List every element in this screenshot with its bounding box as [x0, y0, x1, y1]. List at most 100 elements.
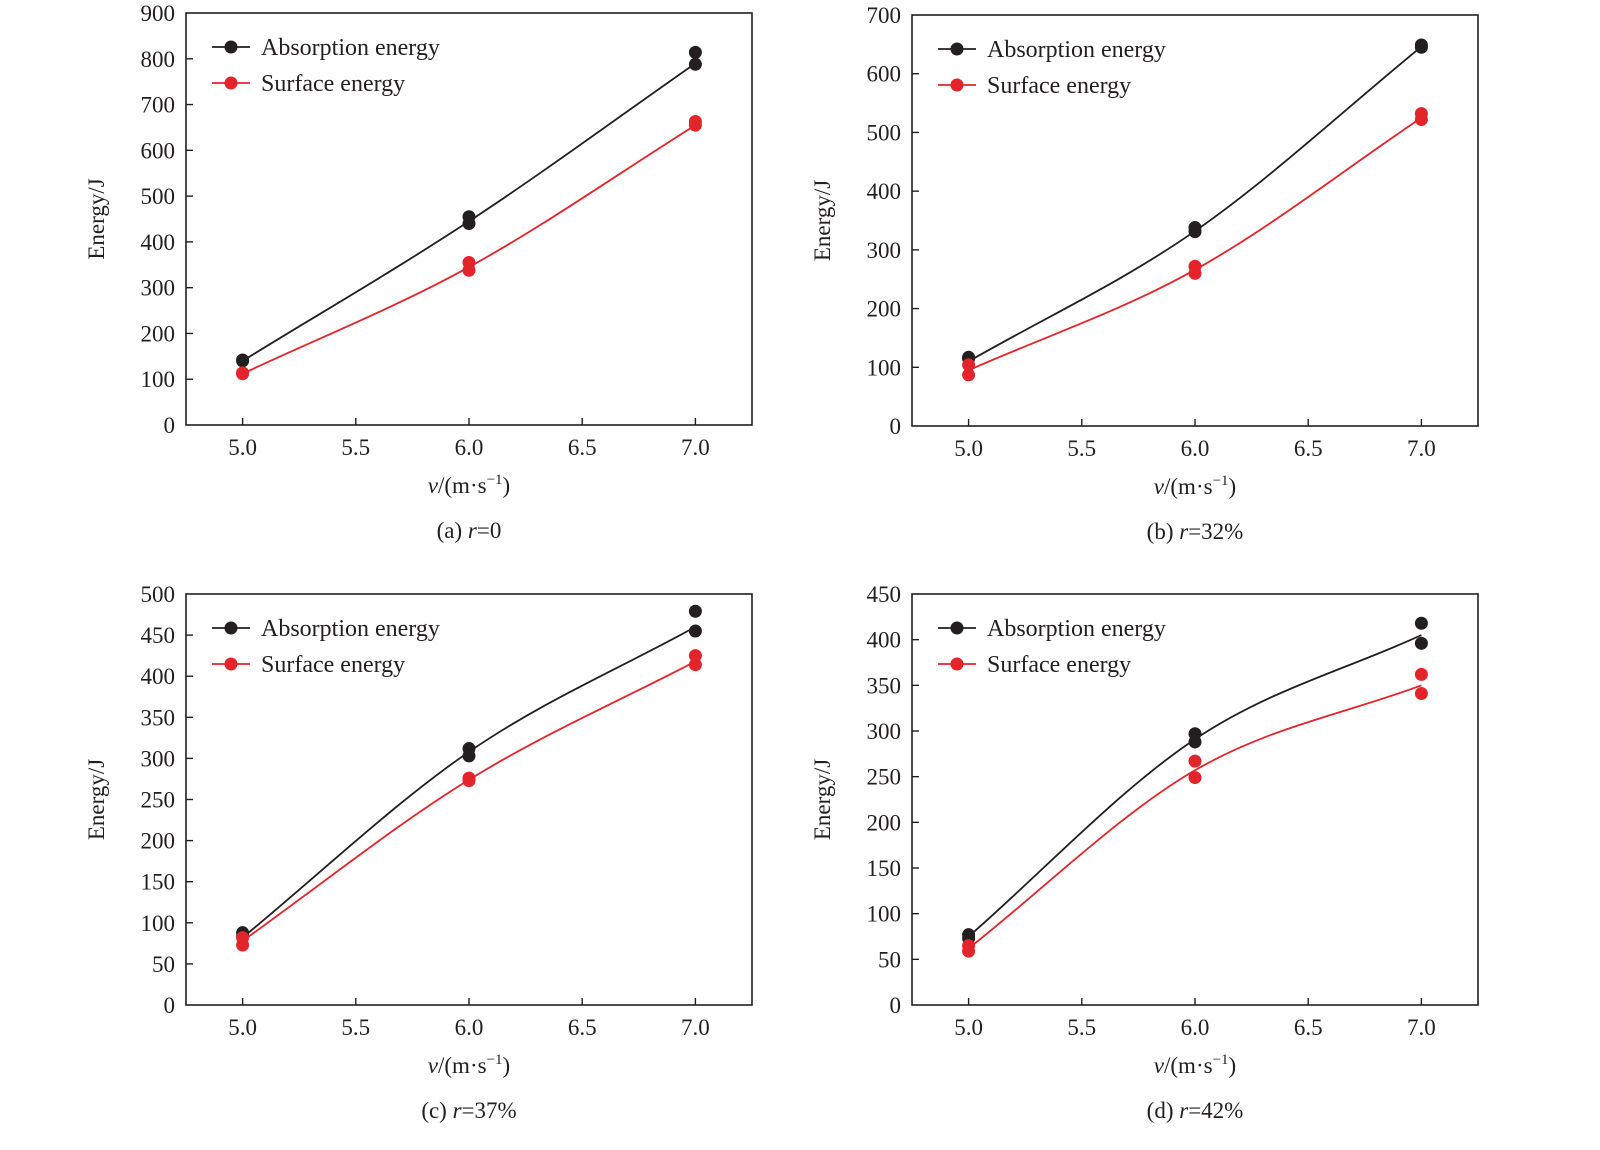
- y-tick-label: 500: [141, 184, 176, 209]
- data-point-surface: [1188, 266, 1202, 280]
- y-tick-label: 600: [141, 138, 176, 163]
- x-axis-unit: /(m·s: [438, 473, 487, 498]
- x-axis-unit-exponent: −1: [1213, 1052, 1229, 1068]
- y-tick-label: 200: [141, 321, 176, 346]
- legend-marker-absorption: [224, 621, 238, 635]
- legend-marker-surface: [950, 657, 964, 671]
- y-tick-label: 450: [141, 623, 176, 648]
- series-line-surface: [968, 117, 1422, 372]
- data-point-absorption: [688, 624, 702, 638]
- x-axis-unit-exponent: −1: [487, 472, 503, 488]
- caption-prefix: (a): [437, 518, 468, 543]
- x-axis-var: v: [428, 473, 439, 498]
- data-point-surface: [962, 358, 976, 372]
- y-tick-label: 200: [867, 297, 902, 322]
- x-axis-var: v: [1154, 474, 1165, 499]
- data-point-absorption: [236, 354, 250, 368]
- panel-caption: (c) r=37%: [421, 1098, 516, 1123]
- x-axis-unit-exponent: −1: [487, 1052, 503, 1068]
- y-tick-label: 600: [867, 62, 902, 87]
- caption-prefix: (d): [1147, 1098, 1180, 1123]
- panel-a: 0 100 200 300 400 500 600 700 800 900 5.0 5.5 6.0 6.5…: [84, 1, 753, 543]
- caption-variable: r: [468, 518, 478, 543]
- x-tick-label: 7.0: [1407, 1015, 1436, 1040]
- x-axis-close-paren: ): [503, 473, 511, 498]
- data-point-surface: [236, 367, 250, 381]
- data-point-absorption: [1188, 735, 1202, 749]
- y-tick-label: 400: [141, 230, 176, 255]
- y-tick-label: 100: [867, 355, 902, 380]
- x-tick-label: 7.0: [1407, 436, 1436, 461]
- y-tick-label: 0: [890, 993, 902, 1018]
- data-point-surface: [462, 263, 476, 277]
- data-point-absorption: [688, 57, 702, 71]
- caption-variable: r: [453, 1098, 463, 1123]
- y-tick-label: 50: [152, 952, 175, 977]
- y-axis-title: Energy/J: [810, 759, 835, 840]
- caption-value: =32%: [1188, 519, 1243, 544]
- y-tick-label: 0: [164, 993, 176, 1018]
- series-line-surface: [242, 124, 696, 375]
- x-tick-label: 5.5: [1067, 1015, 1096, 1040]
- y-tick-label: 300: [141, 746, 176, 771]
- x-axis-var: v: [428, 1053, 439, 1078]
- x-tick-label: 5.5: [341, 435, 370, 460]
- x-axis-close-paren: ): [1229, 474, 1237, 499]
- legend-label-surface: Surface energy: [261, 652, 405, 678]
- series-line-surface: [968, 684, 1422, 950]
- x-axis-unit-exponent: −1: [1213, 473, 1229, 489]
- data-point-absorption: [1414, 636, 1428, 650]
- data-point-surface: [236, 938, 250, 952]
- x-tick-label: 6.5: [568, 1015, 597, 1040]
- series-line-surface: [242, 660, 696, 942]
- y-tick-label: 900: [141, 1, 176, 26]
- y-tick-label: 100: [141, 367, 176, 392]
- caption-prefix: (b): [1147, 519, 1180, 544]
- data-point-surface: [1188, 771, 1202, 785]
- x-axis-title: v/(m·s−1): [1154, 473, 1236, 499]
- legend-label-absorption: Absorption energy: [987, 37, 1166, 63]
- y-tick-label: 250: [141, 788, 176, 813]
- data-point-absorption: [1188, 225, 1202, 239]
- legend-marker-surface: [224, 657, 238, 671]
- legend-label-surface: Surface energy: [261, 71, 405, 97]
- data-point-surface: [688, 118, 702, 132]
- y-tick-label: 800: [141, 47, 176, 72]
- data-point-surface: [688, 649, 702, 663]
- y-axis-title: Energy/J: [810, 180, 835, 261]
- y-tick-label: 500: [141, 582, 176, 607]
- caption-variable: r: [1179, 519, 1189, 544]
- panel-d: 0 50 100 150 200 250 300 350 400 450 5.0 5.5 6.0 6.5 7…: [810, 582, 1479, 1123]
- x-tick-label: 5.0: [228, 435, 257, 460]
- x-axis-unit: /(m·s: [1164, 1053, 1213, 1078]
- y-axis-title: Energy/J: [84, 178, 109, 259]
- legend-marker-absorption: [950, 42, 964, 56]
- y-tick-label: 0: [164, 413, 176, 438]
- x-axis-title: v/(m·s−1): [1154, 1052, 1236, 1078]
- x-tick-label: 6.0: [1181, 1015, 1210, 1040]
- legend-label-absorption: Absorption energy: [261, 35, 440, 61]
- data-point-surface: [962, 944, 976, 958]
- legend-label-absorption: Absorption energy: [261, 616, 440, 642]
- data-point-absorption: [462, 217, 476, 231]
- y-tick-label: 200: [141, 829, 176, 854]
- y-tick-label: 200: [867, 810, 902, 835]
- x-tick-label: 5.5: [341, 1015, 370, 1040]
- data-point-absorption: [688, 45, 702, 59]
- y-tick-label: 100: [867, 902, 902, 927]
- y-tick-label: 700: [141, 93, 176, 118]
- x-tick-label: 6.5: [1294, 1015, 1323, 1040]
- y-tick-label: 300: [867, 719, 902, 744]
- x-axis-unit: /(m·s: [1164, 474, 1213, 499]
- data-point-absorption: [1414, 616, 1428, 630]
- panel-caption: (d) r=42%: [1147, 1098, 1244, 1123]
- legend-marker-surface: [224, 76, 238, 90]
- legend-label-surface: Surface energy: [987, 73, 1131, 99]
- x-tick-label: 6.5: [1294, 436, 1323, 461]
- caption-value: =37%: [462, 1098, 517, 1123]
- y-tick-label: 450: [867, 582, 902, 607]
- x-tick-label: 7.0: [681, 435, 710, 460]
- y-tick-label: 400: [141, 664, 176, 689]
- legend-marker-absorption: [950, 621, 964, 635]
- data-point-surface: [1414, 667, 1428, 681]
